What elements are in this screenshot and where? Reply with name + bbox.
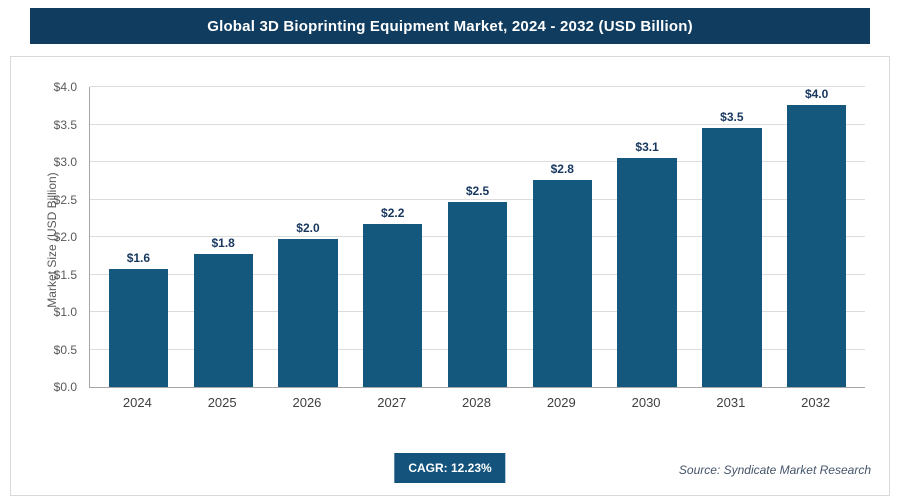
bar-group-2029: $2.8 xyxy=(520,87,605,387)
y-tick-label: $0.0 xyxy=(53,380,77,394)
bar-2026 xyxy=(278,239,338,387)
bar-group-2032: $4.0 xyxy=(774,87,859,387)
bar-group-2027: $2.2 xyxy=(350,87,435,387)
y-tick-label: $1.0 xyxy=(53,305,77,319)
bar-2029 xyxy=(532,180,592,387)
y-tick-label: $3.0 xyxy=(53,155,77,169)
bar-value-label: $1.6 xyxy=(126,250,151,265)
chart-title: Global 3D Bioprinting Equipment Market, … xyxy=(207,17,693,35)
bar-value-label: $2.8 xyxy=(550,162,574,177)
bar-2031 xyxy=(702,128,762,387)
plot-area: $1.6 $1.8 $2.0 $2.2 $2.5 $2.8 $3.1 $3.5 $4.0 xyxy=(89,86,865,388)
bar-2030 xyxy=(617,158,677,387)
bar-group-2026: $2.0 xyxy=(266,87,351,387)
bar-value-label: $2.5 xyxy=(465,184,490,199)
chart-footer: CAGR: 12.23% Source: Syndicate Market Re… xyxy=(11,453,889,485)
y-tick-label: $2.0 xyxy=(53,230,77,244)
y-axis-ticks: $0.0 $0.5 $1.0 $1.5 $2.0 $2.5 $3.0 $3.5 $4.0 xyxy=(11,80,83,394)
gridline xyxy=(90,198,865,200)
bar-group-2024: $1.6 xyxy=(96,87,181,387)
gridline xyxy=(90,123,865,125)
y-tick-label: $3.5 xyxy=(53,117,77,132)
bar-2028 xyxy=(447,202,508,387)
x-tick-label-2032: 2032 xyxy=(801,395,831,410)
bar-2032 xyxy=(786,105,847,387)
bar-2024 xyxy=(108,268,169,387)
x-tick-label-2028: 2028 xyxy=(462,395,491,410)
x-tick-label-2026: 2026 xyxy=(292,395,322,410)
x-tick-label-2029: 2029 xyxy=(546,395,576,410)
bar-group-2030: $3.1 xyxy=(605,87,690,387)
bar-value-label: $1.8 xyxy=(211,236,235,251)
bar-2025 xyxy=(193,254,253,387)
chart-frame: Market Size (USD Billion) $0.0 $0.5 $1.0 $1… xyxy=(10,56,890,496)
y-tick-label: $0.5 xyxy=(53,342,77,357)
bars-container: $1.6 $1.8 $2.0 $2.2 $2.5 $2.8 $3.1 $3.5 $4.0 xyxy=(90,87,865,387)
bar-value-label: $2.0 xyxy=(296,221,320,236)
bar-value-label: $2.2 xyxy=(381,206,405,221)
x-tick-label-2030: 2030 xyxy=(631,395,661,410)
bar-value-label: $3.1 xyxy=(635,140,659,154)
y-tick-label: $1.5 xyxy=(53,267,77,282)
bar-group-2025: $1.8 xyxy=(181,87,266,387)
bar-value-label: $3.5 xyxy=(720,110,744,125)
gridline xyxy=(90,86,865,87)
y-tick-label: $4.0 xyxy=(53,80,77,94)
bar-2027 xyxy=(363,224,423,387)
x-tick-label-2027: 2027 xyxy=(377,395,407,410)
x-axis-labels: 2024 2025 2026 2027 2028 2029 2030 2031 2032 xyxy=(89,395,864,410)
source-text: Source: Syndicate Market Research xyxy=(678,463,871,477)
x-tick-label-2025: 2025 xyxy=(207,395,237,410)
x-tick-label-2024: 2024 xyxy=(122,395,152,410)
bar-group-2031: $3.5 xyxy=(689,87,774,387)
chart-title-bar: Global 3D Bioprinting Equipment Market, … xyxy=(30,8,870,44)
cagr-badge: CAGR: 12.23% xyxy=(394,453,506,483)
x-tick-label-2031: 2031 xyxy=(716,395,746,410)
y-tick-label: $2.5 xyxy=(53,192,77,207)
bar-group-2028: $2.5 xyxy=(435,87,520,387)
gridline xyxy=(90,161,865,162)
bar-value-label: $4.0 xyxy=(804,87,829,101)
